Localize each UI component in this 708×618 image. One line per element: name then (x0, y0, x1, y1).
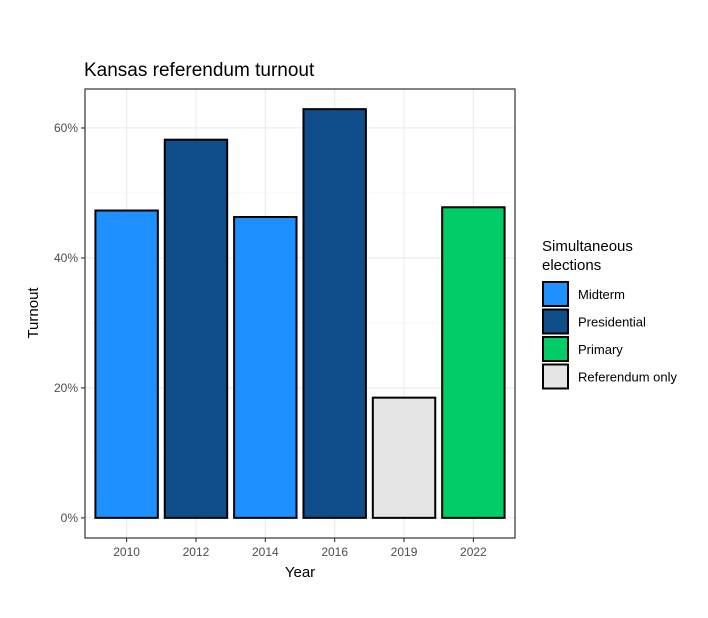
legend-key (542, 308, 569, 335)
bars (94, 108, 506, 519)
legend-label: Primary (578, 342, 623, 357)
x-tick-label: 2016 (321, 545, 348, 559)
bar-2016 (302, 108, 367, 519)
y-tick-label: 40% (54, 251, 78, 265)
y-tick-label: 20% (54, 381, 78, 395)
legend-label: Presidential (578, 315, 646, 330)
y-axis-title: Turnout (25, 287, 42, 339)
bar-2012 (163, 138, 229, 519)
y-tick-label: 60% (54, 121, 78, 135)
bar-2014 (233, 216, 298, 519)
bar-2019 (371, 396, 437, 519)
x-tick-label: 2012 (183, 545, 210, 559)
legend-label: Referendum only (578, 370, 677, 385)
y-tick-label: 0% (61, 511, 79, 525)
legend-title: elections (542, 257, 601, 274)
plot-panel-border (84, 88, 516, 539)
legend: Simultaneous elections Midterm Presidential… (542, 238, 677, 390)
x-axis: 2010 2012 2014 2016 2019 2022 (113, 538, 487, 559)
bar-2010 (94, 209, 159, 519)
chart-title: Kansas referendum turnout (84, 60, 315, 81)
legend-key (542, 336, 569, 362)
x-axis-title: Year (285, 564, 315, 581)
x-tick-label: 2010 (113, 545, 140, 559)
legend-title: Simultaneous (542, 238, 633, 255)
bar-2022 (441, 206, 506, 519)
x-tick-label: 2022 (460, 545, 487, 559)
x-tick-label: 2019 (391, 545, 418, 559)
legend-key (542, 363, 569, 390)
legend-key (542, 281, 569, 307)
y-axis: 0% 20% 40% 60% (54, 121, 85, 525)
x-tick-label: 2014 (252, 545, 279, 559)
legend-label: Midterm (578, 287, 625, 302)
